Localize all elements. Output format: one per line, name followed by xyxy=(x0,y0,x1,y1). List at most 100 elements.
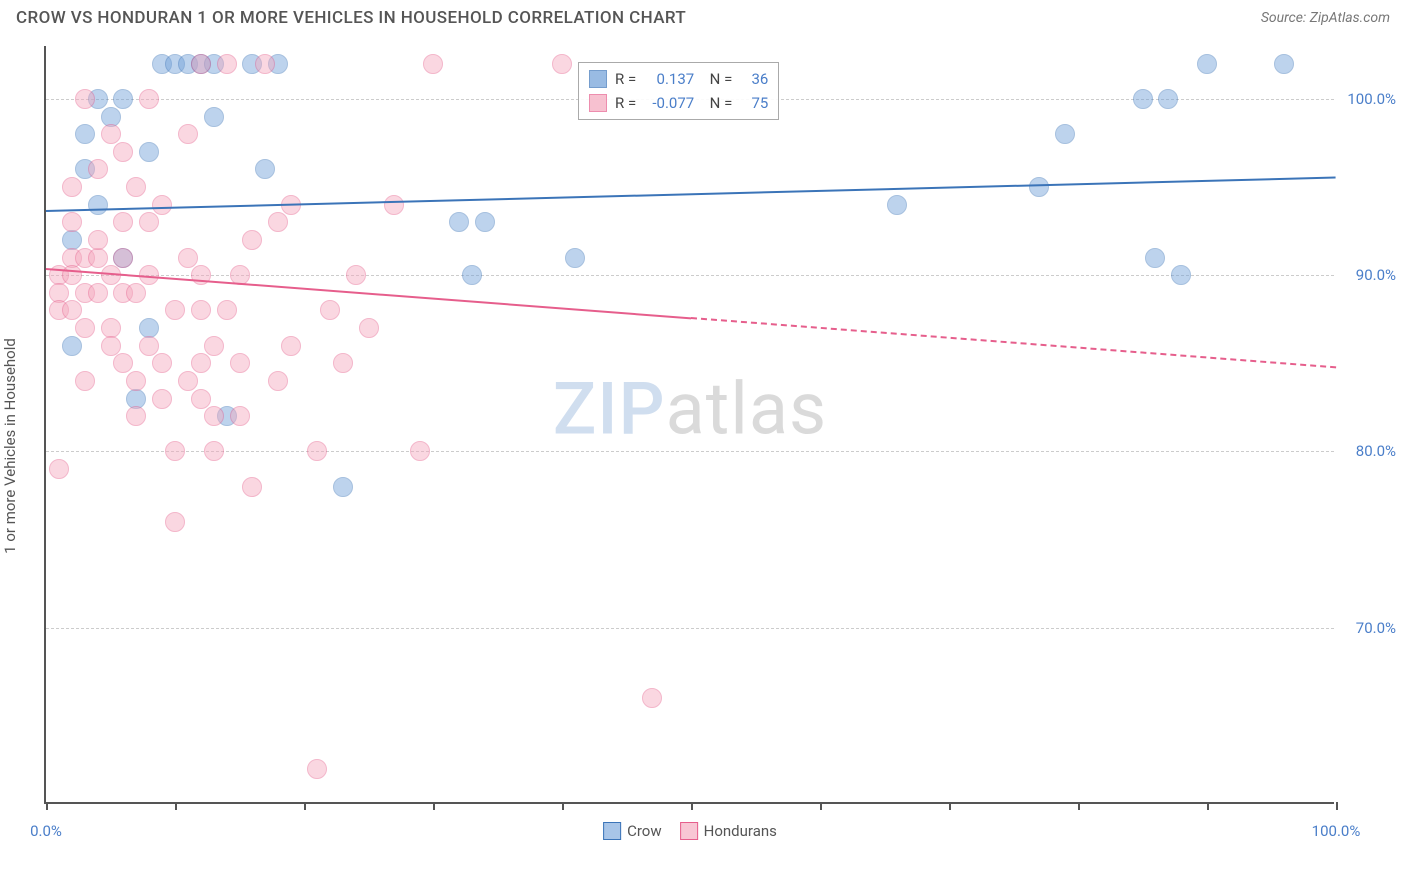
data-point xyxy=(268,371,288,391)
data-point xyxy=(113,89,133,109)
data-point xyxy=(113,212,133,232)
y-tick-label: 100.0% xyxy=(1340,90,1396,108)
data-point xyxy=(139,336,159,356)
watermark-part2: atlas xyxy=(666,366,828,451)
legend-item: Hondurans xyxy=(680,822,777,840)
data-point xyxy=(281,336,301,356)
data-point xyxy=(191,300,211,320)
data-point xyxy=(1158,89,1178,109)
data-point xyxy=(165,300,185,320)
data-point xyxy=(191,54,211,74)
legend-n-label: N = xyxy=(702,67,732,91)
data-point xyxy=(1055,124,1075,144)
data-point xyxy=(191,389,211,409)
y-tick-label: 90.0% xyxy=(1340,266,1396,284)
data-point xyxy=(88,159,108,179)
data-point xyxy=(204,107,224,127)
data-point xyxy=(255,54,275,74)
data-point xyxy=(75,318,95,338)
legend-swatch xyxy=(589,70,607,88)
header: CROW VS HONDURAN 1 OR MORE VEHICLES IN H… xyxy=(0,0,1406,32)
data-point xyxy=(242,477,262,497)
data-point xyxy=(191,353,211,373)
watermark-part1: ZIP xyxy=(553,366,666,451)
data-point xyxy=(101,124,121,144)
data-point xyxy=(101,336,121,356)
data-point xyxy=(88,248,108,268)
data-point xyxy=(113,353,133,373)
data-point xyxy=(113,248,133,268)
data-point xyxy=(565,248,585,268)
data-point xyxy=(1274,54,1294,74)
y-tick-label: 70.0% xyxy=(1340,619,1396,637)
x-tick xyxy=(304,802,306,810)
data-point xyxy=(346,265,366,285)
data-point xyxy=(165,512,185,532)
legend-label: Crow xyxy=(627,822,662,840)
x-tick xyxy=(46,802,48,810)
data-point xyxy=(307,441,327,461)
scatter-chart: ZIPatlas 70.0%80.0%90.0%100.0%0.0%100.0%… xyxy=(44,46,1334,804)
data-point xyxy=(320,300,340,320)
x-tick xyxy=(820,802,822,810)
data-point xyxy=(384,195,404,215)
data-point xyxy=(126,406,146,426)
data-point xyxy=(333,477,353,497)
legend-n-label: N = xyxy=(702,91,732,115)
data-point xyxy=(552,54,572,74)
data-point xyxy=(333,353,353,373)
data-point xyxy=(642,688,662,708)
data-point xyxy=(75,89,95,109)
legend-swatch xyxy=(680,822,698,840)
legend-n-value: 36 xyxy=(740,67,768,91)
x-tick xyxy=(1336,802,1338,810)
x-tick xyxy=(949,802,951,810)
legend-label: Hondurans xyxy=(704,822,777,840)
data-point xyxy=(152,389,172,409)
regression-line xyxy=(691,317,1336,368)
data-point xyxy=(359,318,379,338)
x-tick xyxy=(562,802,564,810)
data-point xyxy=(126,371,146,391)
data-point xyxy=(1133,89,1153,109)
x-tick xyxy=(175,802,177,810)
data-point xyxy=(449,212,469,232)
data-point xyxy=(139,142,159,162)
data-point xyxy=(88,283,108,303)
data-point xyxy=(255,159,275,179)
legend-swatch xyxy=(603,822,621,840)
legend-series: Crow Hondurans xyxy=(603,822,777,840)
data-point xyxy=(62,300,82,320)
legend-row: R =-0.077 N =75 xyxy=(589,91,768,115)
data-point xyxy=(204,406,224,426)
data-point xyxy=(178,371,198,391)
data-point xyxy=(217,54,237,74)
data-point xyxy=(88,195,108,215)
legend-n-value: 75 xyxy=(740,91,768,115)
data-point xyxy=(126,177,146,197)
data-point xyxy=(152,195,172,215)
x-tick xyxy=(1078,802,1080,810)
legend-swatch xyxy=(589,94,607,112)
x-axis-label: 0.0% xyxy=(30,822,62,840)
data-point xyxy=(268,212,288,232)
x-tick xyxy=(1207,802,1209,810)
legend-r-value: 0.137 xyxy=(644,67,694,91)
legend-r-label: R = xyxy=(615,91,636,115)
data-point xyxy=(410,441,430,461)
y-tick-label: 80.0% xyxy=(1340,442,1396,460)
data-point xyxy=(139,212,159,232)
data-point xyxy=(152,353,172,373)
data-point xyxy=(475,212,495,232)
data-point xyxy=(1145,248,1165,268)
data-point xyxy=(423,54,443,74)
data-point xyxy=(1029,177,1049,197)
chart-title: CROW VS HONDURAN 1 OR MORE VEHICLES IN H… xyxy=(16,8,686,28)
legend-item: Crow xyxy=(603,822,662,840)
data-point xyxy=(49,459,69,479)
y-axis-label: 1 or more Vehicles in Household xyxy=(1,338,19,554)
data-point xyxy=(204,441,224,461)
data-point xyxy=(462,265,482,285)
data-point xyxy=(178,248,198,268)
data-point xyxy=(113,142,133,162)
